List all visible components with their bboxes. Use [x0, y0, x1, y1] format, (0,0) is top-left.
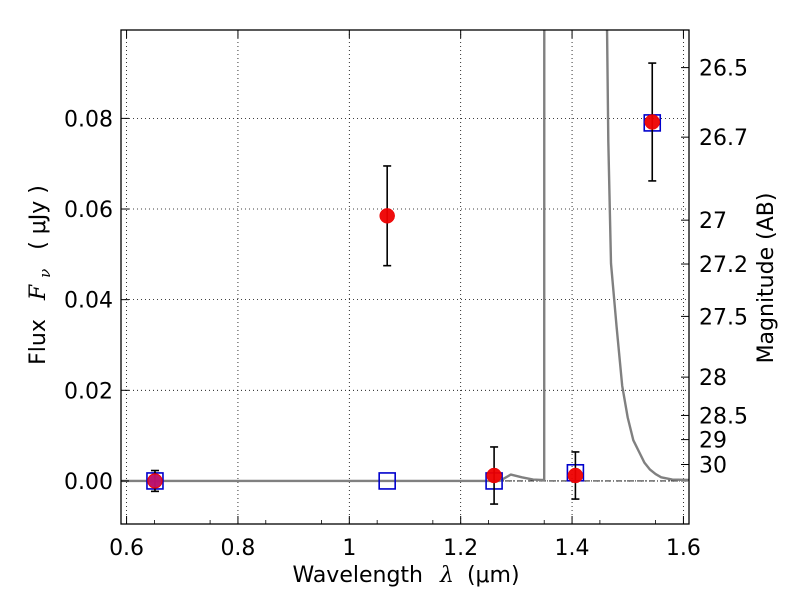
flux-data-point [379, 208, 395, 224]
magnitude-tick-label: 27.2 [699, 253, 748, 278]
y-tick-label: 0.00 [64, 470, 113, 495]
flux-data-point [567, 467, 584, 484]
flux-data-point [486, 467, 502, 484]
magnitude-tick-label: 27.5 [699, 305, 748, 330]
x-tick-label: 1.2 [443, 536, 478, 561]
points-layer [146, 62, 662, 505]
magnitude-tick-label: 26.7 [699, 126, 748, 151]
magnitude-tick-label: 30 [699, 453, 727, 478]
y-tick-label: 0.06 [64, 198, 113, 223]
y-tick-label: 0.04 [64, 289, 113, 314]
grid-layer [121, 30, 689, 524]
spectrum-line [121, 30, 689, 483]
y-axis-label: Flux F ν ( μJy ) [26, 185, 56, 365]
magnitude-tick-label: 26.5 [699, 57, 748, 82]
magnitude-tick-label: 29 [699, 429, 727, 454]
overlap-marker [148, 474, 162, 488]
magnitude-tick-label: 28.5 [699, 404, 748, 429]
magnitude-tick-label: 28 [699, 366, 727, 391]
x-axis-label: Wavelength λ (μm) [292, 563, 519, 588]
flux-data-point [644, 114, 660, 130]
y-tick-label: 0.08 [64, 107, 113, 132]
x-tick-label: 1.4 [555, 536, 590, 561]
x-tick-label: 0.8 [220, 536, 255, 561]
y-tick-label: 0.02 [64, 379, 113, 404]
x-tick-label: 1.6 [666, 536, 701, 561]
tick-layer: 0.6 0.8 1 1.2 1.4 1.6 0.00 0.02 0.04 0.06 0.08 26.5… [64, 30, 748, 561]
x-tick-label: 1 [342, 536, 356, 561]
x-tick-label: 0.6 [109, 536, 144, 561]
plot-area-frame [120, 29, 690, 525]
spectrum-layer [121, 30, 689, 483]
magnitude-tick-label: 27 [699, 209, 727, 234]
right-axis-label: Magnitude (AB) [754, 193, 779, 364]
model-square-marker [378, 472, 396, 490]
